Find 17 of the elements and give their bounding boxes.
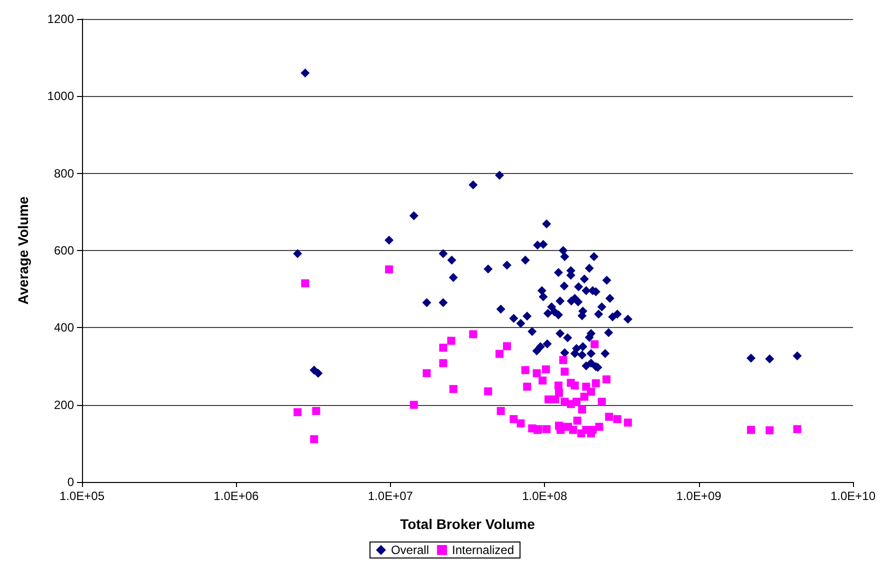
x-tick-label: 1.0E+10: [830, 489, 876, 503]
x-tick-label: 1.0E+06: [214, 489, 260, 503]
y-axis-title: Average Volume: [15, 196, 31, 305]
y-tick-label: 1000: [47, 89, 74, 104]
y-tick-label: 0: [67, 475, 74, 489]
x-axis-title: Total Broker Volume: [400, 516, 536, 532]
x-tick-label: 1.0E+08: [522, 489, 568, 503]
x-tick-label: 1.0E+09: [676, 489, 722, 503]
x-tick-label: 1.0E+05: [59, 489, 105, 503]
y-tick-label: 400: [54, 320, 74, 335]
x-tick-label: 1.0E+07: [368, 489, 414, 503]
y-tick-label: 800: [54, 166, 74, 180]
legend-label: Overall: [390, 543, 429, 557]
y-tick-label: 1200: [47, 12, 74, 26]
y-tick-label: 600: [54, 244, 74, 258]
y-tick-label: 200: [54, 398, 74, 412]
legend-label: Internalized: [452, 543, 514, 557]
